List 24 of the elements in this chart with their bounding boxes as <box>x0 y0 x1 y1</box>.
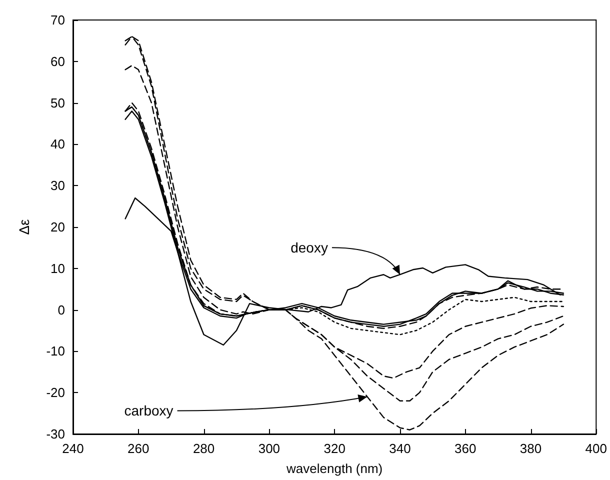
y-tick-label: 30 <box>50 178 65 194</box>
x-tick-label: 320 <box>324 441 346 456</box>
y-tick-label: 70 <box>50 12 65 28</box>
y-tick-label: 60 <box>50 54 65 69</box>
y-tick-label: -30 <box>46 426 65 442</box>
annotation: deoxy <box>290 240 328 256</box>
x-tick-label: 400 <box>585 441 608 456</box>
y-tick-label: 20 <box>50 220 65 234</box>
y-tick-label: 10 <box>50 260 65 276</box>
x-tick-label: 340 <box>389 441 411 456</box>
x-tick-label: 360 <box>454 441 476 456</box>
y-tick-label: -20 <box>46 385 65 400</box>
y-tick-label: 40 <box>50 136 65 152</box>
x-tick-label: 280 <box>192 441 215 456</box>
y-tick-label: -10 <box>46 344 65 359</box>
x-tick-label: 380 <box>520 441 542 456</box>
y-tick-label: 50 <box>50 95 65 110</box>
annotation: carboxy <box>124 402 174 419</box>
y-axis-title: Δε <box>16 219 32 235</box>
y-tick-label: 0 <box>58 302 65 318</box>
x-axis-title: wavelength (nm) <box>286 461 383 476</box>
x-tick-label: 300 <box>258 441 280 456</box>
x-tick-label: 240 <box>62 441 84 456</box>
x-tick-label: 260 <box>128 441 150 456</box>
